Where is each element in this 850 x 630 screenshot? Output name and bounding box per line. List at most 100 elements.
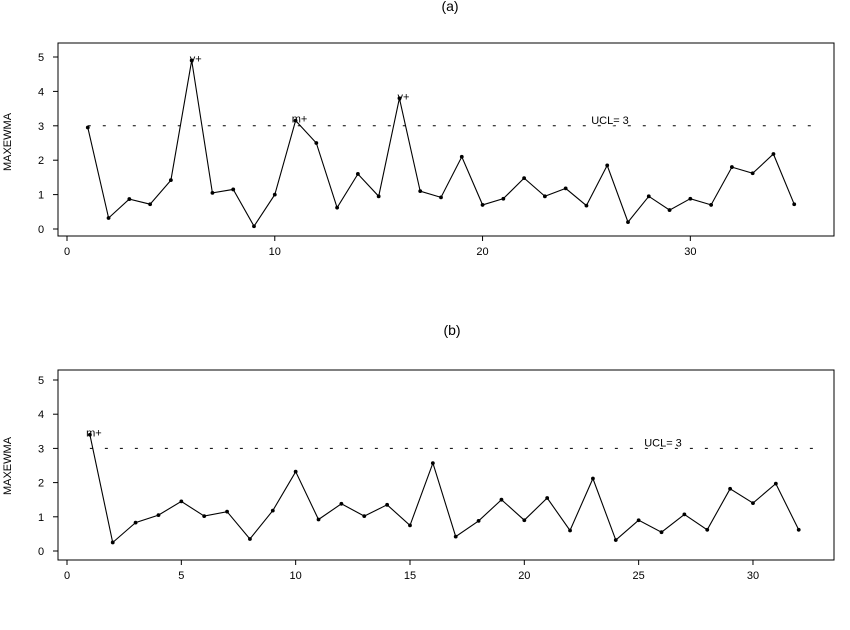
panel-a-plot-frame [57,42,835,237]
data-point [314,141,319,145]
data-point [591,476,595,481]
panel-a: (a) MAXEWMA 0 10 20 30 0 1 2 3 4 5 UCL= 3 v+ m+ v+ [2,0,835,258]
x-tick-label: 0 [64,246,70,258]
data-point [728,486,733,491]
data-point [729,165,734,169]
x-tick-label: 20 [476,246,488,258]
data-point [362,514,367,519]
data-point [202,514,207,519]
panel-a-ucl: UCL= 3 [87,113,815,128]
data-point [270,508,275,513]
series-line [89,434,800,544]
data-point [773,481,778,486]
data-point [148,202,153,207]
data-point [252,224,256,229]
data-point [316,517,321,522]
data-point [376,194,381,199]
data-point [408,523,412,528]
data-point [418,189,423,194]
data-point [355,172,360,176]
data-point [545,496,550,500]
data-point [133,520,138,525]
data-point [85,125,90,130]
panel-a-y-axis-label: MAXEWMA [2,112,14,171]
data-point [605,163,610,168]
y-tick-label: 5 [38,52,44,64]
y-tick-label: 5 [38,375,44,387]
data-point [563,186,568,191]
y-tick-label: 1 [38,190,44,202]
y-tick-label: 0 [38,546,44,558]
data-point [501,196,506,201]
data-point [751,501,755,506]
point-annotation: m+ [292,114,308,126]
panel-b: (b) MAXEWMA 0 5 10 15 20 25 30 0 1 2 3 4 5 UCL= 3 m+ [2,322,835,582]
y-tick-label: 4 [38,409,44,421]
panel-b-plot-frame [57,369,835,561]
data-point [179,499,184,504]
data-point [293,118,298,123]
data-point [397,96,402,101]
x-tick-label: 0 [64,570,70,582]
data-point [439,195,443,200]
data-point [339,501,344,506]
data-point [792,202,797,207]
data-point [667,208,672,212]
data-point [385,502,390,507]
data-point [626,220,630,225]
data-point [430,461,435,466]
panel-b-annotations: m+ [86,428,102,440]
data-point [225,509,229,514]
data-point [87,432,92,437]
y-tick-label: 2 [38,155,44,167]
panel-a-title: (a) [441,0,458,14]
data-point [106,216,111,220]
data-point [682,512,687,517]
data-point [522,176,527,180]
data-point [459,154,464,159]
data-point [796,527,801,532]
panel-b-series [87,432,801,545]
x-tick-label: 20 [518,570,530,582]
x-tick-label: 10 [290,570,302,582]
ucl-label: UCL= 3 [591,115,629,127]
data-point [522,518,527,523]
y-tick-label: 2 [38,478,44,490]
data-point [272,192,277,197]
data-point [646,194,651,199]
x-tick-label: 25 [633,570,645,582]
data-point [156,513,161,517]
x-tick-label: 5 [178,570,184,582]
data-point [688,196,693,201]
panel-b-y-axis-label: MAXEWMA [2,436,14,495]
data-point [335,205,340,210]
x-tick-label: 15 [404,570,416,582]
y-tick-label: 3 [38,443,44,455]
data-point [210,190,215,195]
ucl-label: UCL= 3 [644,437,682,449]
data-point [542,194,547,199]
data-point [709,203,714,207]
data-point [568,528,572,533]
y-tick-label: 3 [38,121,44,133]
data-point [248,537,252,541]
data-point [168,178,173,183]
series-line [87,60,795,228]
x-tick-label: 30 [684,246,696,258]
panel-a-annotations: v+ m+ v+ [190,53,410,125]
data-point [293,469,298,474]
panel-b-ticks: 0 5 10 15 20 25 30 0 1 2 3 4 5 [38,375,759,582]
data-point [636,518,641,523]
y-tick-label: 4 [38,86,44,98]
data-point [110,540,115,545]
data-point [453,534,458,539]
data-point [705,527,710,532]
data-point [750,171,755,176]
point-annotation: v+ [190,53,202,65]
point-annotation: m+ [86,428,102,440]
data-point [613,538,618,542]
data-point [499,497,504,502]
data-point [189,58,194,63]
data-point [480,203,485,207]
